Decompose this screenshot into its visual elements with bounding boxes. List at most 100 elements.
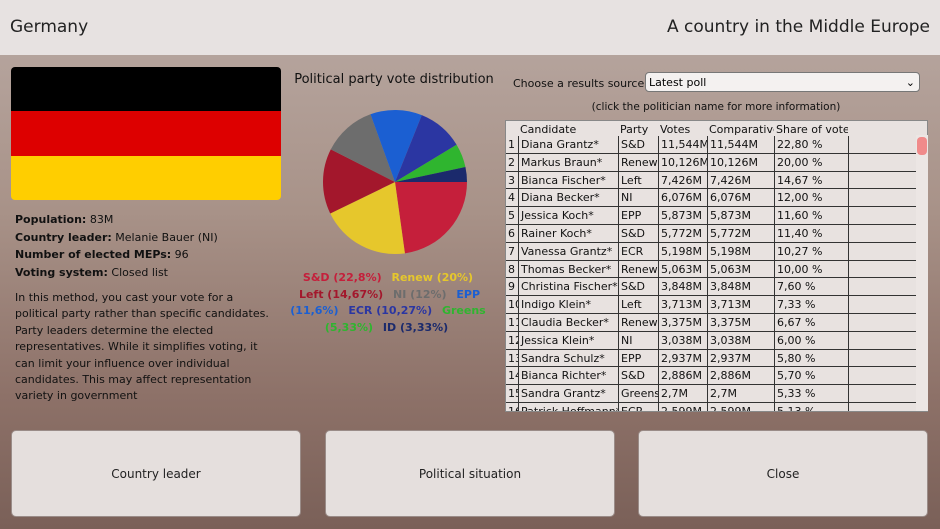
politician-name[interactable]: Claudia Becker* — [518, 314, 618, 332]
legend-label: ECR — [348, 304, 373, 317]
hint: (click the politician name for more info… — [591, 101, 841, 113]
table-cell: 5 — [506, 207, 518, 225]
table-cell: 2,937M — [707, 349, 774, 368]
table-cell: 5,063M — [707, 260, 774, 279]
table-cell: 11,40 % — [774, 225, 848, 243]
table-row: 8 Thomas Becker* Renew 5,063M 5,063M 10,00 % — [506, 260, 916, 279]
table-cell-empty — [848, 296, 916, 314]
table-cell: 3,848M — [658, 278, 707, 297]
politician-name[interactable]: Christina Fischer* — [518, 278, 618, 297]
pie-slice — [395, 182, 467, 254]
table-cell-empty — [848, 225, 916, 243]
table-cell: 2,599M — [707, 403, 774, 411]
politician-name[interactable]: Diana Becker* — [518, 189, 618, 208]
column-header: Share of votes — [776, 123, 848, 136]
table-cell: 11,544M — [658, 136, 707, 154]
table-row: 1 Diana Grantz* S&D 11,544M 11,544M 22,80 % — [506, 136, 916, 154]
table-cell: Renew — [618, 314, 658, 332]
scrollbar[interactable] — [916, 135, 928, 411]
legend-entry: Left (14,67%) — [299, 288, 383, 301]
table-cell: 10 — [506, 296, 518, 314]
politician-name[interactable]: Diana Grantz* — [518, 136, 618, 154]
table-cell: 5,873M — [658, 207, 707, 225]
table-cell: 6,00 % — [774, 331, 848, 350]
table-row: 4 Diana Becker* NI 6,076M 6,076M 12,00 % — [506, 189, 916, 208]
table-cell: 4 — [506, 189, 518, 208]
country-info: Population: 83M Country leader: Melanie B… — [15, 211, 280, 281]
table-cell: EPP — [618, 349, 658, 368]
politician-name[interactable]: Sandra Schulz* — [518, 349, 618, 368]
table-cell: 3,713M — [707, 296, 774, 314]
info-value: 83M — [89, 213, 114, 226]
column-header: Candidate — [520, 123, 577, 136]
column-header: Party — [620, 123, 649, 136]
politician-name[interactable]: Bianca Fischer* — [518, 171, 618, 190]
table-cell-empty — [848, 189, 916, 208]
pie-slice — [330, 182, 405, 254]
politician-name[interactable]: Bianca Richter* — [518, 367, 618, 386]
politician-name[interactable]: Indigo Klein* — [518, 296, 618, 314]
table-cell: 2,599M — [658, 403, 707, 411]
table-cell: 5,70 % — [774, 367, 848, 386]
table-cell: 5,873M — [707, 207, 774, 225]
button[interactable]: Close — [638, 430, 928, 517]
info-label: Country leader: — [15, 230, 112, 244]
scroll-thumb[interactable] — [917, 137, 927, 155]
button[interactable]: Political situation — [325, 430, 615, 517]
politician-name[interactable]: Jessica Klein* — [518, 331, 618, 350]
legend-label: ID — [382, 320, 397, 334]
table-cell: 14,67 % — [774, 171, 848, 190]
dropdown-arrow: ⌄ — [905, 76, 915, 89]
table-cell: 16 — [506, 403, 518, 411]
country-subtitle: A country in the Middle Europe — [667, 17, 930, 37]
legend: S&D (22,8%) Renew (20%) Left (14,67%) NI… — [288, 270, 488, 336]
politician-name[interactable]: Rainer Koch* — [518, 225, 618, 243]
button[interactable]: Country leader — [11, 430, 301, 517]
legend-value: (10,27%) — [376, 304, 433, 317]
table-cell: 5,198M — [707, 242, 774, 261]
table-cell: 3 — [506, 172, 518, 190]
selected-source: Latest poll — [649, 76, 707, 89]
info-value: Closed list — [111, 265, 168, 279]
politician-name[interactable]: Vanessa Grantz* — [518, 242, 618, 261]
pie-slice — [395, 167, 467, 182]
info-row: Number of elected MEPs: 96 — [15, 246, 280, 264]
table-cell: 22,80 % — [774, 136, 848, 154]
table-cell: 12,00 % — [774, 189, 848, 208]
source-select[interactable]: Latest poll ⌄ — [645, 72, 920, 92]
table-cell: 9 — [506, 278, 518, 297]
politician-name[interactable]: Thomas Becker* — [518, 260, 618, 279]
table-cell: 3,375M — [658, 314, 707, 332]
table-cell: 5,80 % — [774, 349, 848, 368]
legend-value: (5,33%) — [324, 320, 374, 334]
table-cell-empty — [848, 136, 916, 154]
table-cell: EPP — [618, 207, 658, 225]
table-cell: 2,7M — [707, 385, 774, 403]
table-cell-empty — [848, 260, 916, 279]
pie-slice — [395, 144, 466, 182]
legend-value: (22,8%) — [333, 271, 382, 284]
politician-name[interactable]: Jessica Koch* — [518, 207, 618, 225]
table-cell-empty — [848, 207, 916, 225]
table-cell: 2,937M — [658, 349, 707, 368]
table-row: 7 Vanessa Grantz* ECR 5,198M 5,198M 10,27 % — [506, 242, 916, 261]
pie-slice — [370, 110, 422, 182]
table-row: 2 Markus Braun* Renew 10,126M 10,126M 20,00 % — [506, 153, 916, 172]
legend-label: S&D — [302, 271, 330, 284]
legend-entry: S&D (22,8%) — [303, 271, 382, 284]
table-header: Candidate Party Votes Comparative Share of v… — [506, 121, 916, 139]
legend-value: (14,67%) — [327, 287, 384, 301]
table-cell-empty — [848, 171, 916, 190]
politician-name[interactable]: Patrick Hoffmann* — [518, 403, 618, 411]
table-row: 3 Bianca Fischer* Left 7,426M 7,426M 14,67 % — [506, 171, 916, 190]
politician-name[interactable]: Markus Braun* — [518, 153, 618, 172]
legend-entry: ID (3,33%) — [383, 321, 448, 334]
table-cell: 5,772M — [707, 225, 774, 243]
table-cell: 3,038M — [658, 331, 707, 350]
politician-name[interactable]: Sandra Grantz* — [518, 385, 618, 403]
chart-title: Political party vote distribution — [294, 72, 494, 87]
